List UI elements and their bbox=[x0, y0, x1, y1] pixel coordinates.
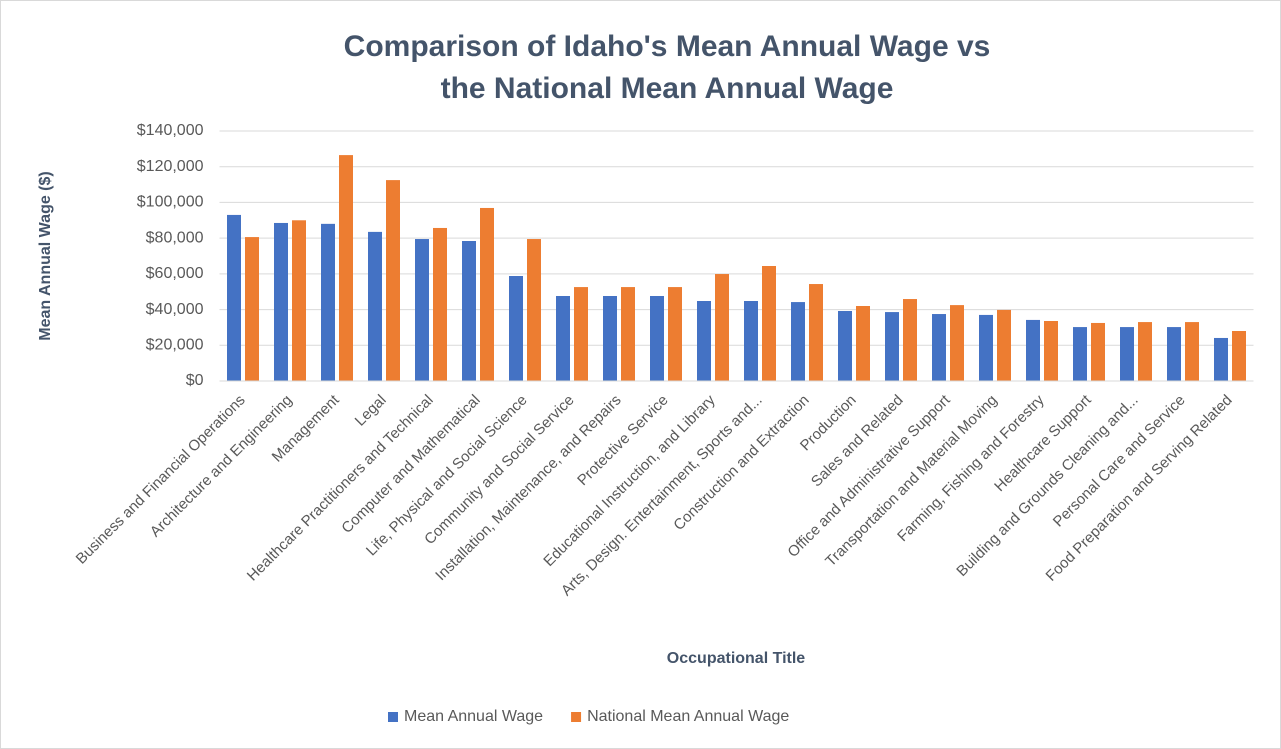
bar bbox=[433, 227, 447, 381]
bar bbox=[292, 220, 306, 381]
bar bbox=[885, 312, 899, 381]
bar bbox=[856, 306, 870, 381]
bar bbox=[245, 237, 259, 381]
bar bbox=[574, 287, 588, 381]
bar bbox=[715, 274, 729, 381]
bar bbox=[809, 284, 823, 381]
bar bbox=[650, 296, 664, 381]
bar bbox=[762, 266, 776, 381]
legend-label: National Mean Annual Wage bbox=[587, 708, 789, 725]
bar bbox=[979, 314, 993, 381]
bar bbox=[509, 276, 523, 381]
bar bbox=[1091, 322, 1105, 381]
bar bbox=[1044, 321, 1058, 381]
x-axis-title: Occupational Title bbox=[667, 650, 806, 667]
bar bbox=[997, 309, 1011, 381]
bar bbox=[527, 239, 541, 381]
y-tick-label: $20,000 bbox=[146, 337, 204, 354]
bar bbox=[1073, 327, 1087, 381]
bar bbox=[950, 305, 964, 381]
bar bbox=[838, 311, 852, 381]
legend-swatch bbox=[388, 712, 398, 722]
y-tick-label: $40,000 bbox=[146, 301, 204, 318]
bar bbox=[1214, 337, 1228, 381]
bar bbox=[1232, 331, 1246, 381]
bar bbox=[1120, 327, 1134, 381]
bar bbox=[791, 302, 805, 381]
y-tick-label: $100,000 bbox=[137, 194, 204, 211]
bar bbox=[368, 231, 382, 381]
bar bbox=[1026, 319, 1040, 381]
bar bbox=[227, 214, 241, 381]
bar bbox=[697, 301, 711, 381]
y-tick-label: $140,000 bbox=[137, 122, 204, 139]
bar bbox=[744, 301, 758, 381]
y-tick-label: $60,000 bbox=[146, 265, 204, 282]
y-axis-title: Mean Annual Wage ($) bbox=[37, 171, 54, 341]
bar bbox=[903, 299, 917, 381]
bar bbox=[556, 296, 570, 381]
bar bbox=[339, 155, 353, 381]
y-tick-label: $0 bbox=[186, 372, 204, 389]
chart-title: Comparison of Idaho's Mean Annual Wage v… bbox=[344, 30, 991, 63]
y-tick-label: $120,000 bbox=[137, 158, 204, 175]
bar bbox=[415, 239, 429, 381]
legend-swatch bbox=[571, 712, 582, 722]
bar bbox=[603, 296, 617, 381]
bar bbox=[321, 223, 335, 381]
bar bbox=[668, 287, 682, 381]
bar bbox=[932, 314, 946, 381]
chart-title: the National Mean Annual Wage bbox=[441, 72, 894, 105]
bar bbox=[621, 287, 635, 381]
bar bbox=[1185, 322, 1199, 381]
bar bbox=[462, 241, 476, 381]
y-tick-label: $80,000 bbox=[146, 229, 204, 246]
bar bbox=[1138, 322, 1152, 381]
bar bbox=[1167, 327, 1181, 381]
bar bbox=[480, 207, 494, 381]
legend-label: Mean Annual Wage bbox=[404, 708, 543, 725]
bar bbox=[274, 222, 288, 381]
bar bbox=[386, 180, 400, 381]
